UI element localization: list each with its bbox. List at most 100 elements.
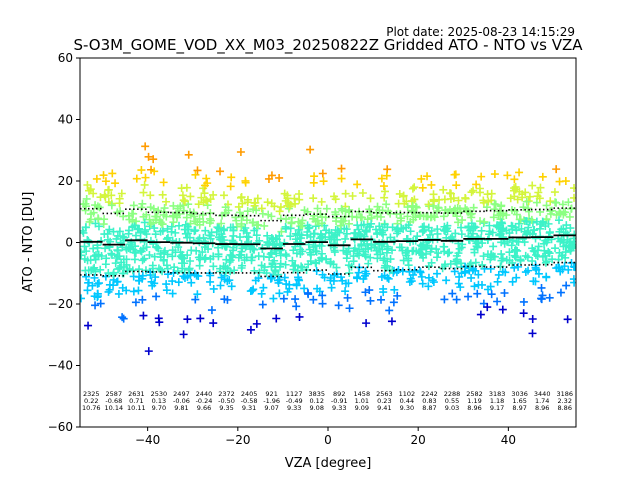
data-point	[366, 253, 375, 262]
data-point	[330, 248, 339, 257]
data-point	[474, 280, 483, 289]
data-point	[513, 246, 522, 255]
data-point	[216, 267, 225, 276]
data-point	[275, 207, 284, 216]
data-point	[410, 183, 419, 192]
data-point	[462, 206, 471, 215]
x-axis-label: VZA [degree]	[285, 456, 372, 471]
data-point	[466, 259, 475, 268]
data-point	[155, 318, 164, 327]
data-point	[280, 238, 289, 247]
data-point	[312, 247, 321, 256]
data-point	[197, 193, 206, 202]
data-point	[405, 278, 414, 287]
data-point	[142, 243, 151, 252]
data-point	[281, 260, 290, 269]
data-point	[242, 216, 251, 225]
data-point	[353, 249, 362, 258]
bin-mean-label: -0.06	[173, 397, 190, 405]
data-point	[101, 244, 110, 253]
data-point	[379, 182, 388, 191]
data-point	[485, 221, 494, 230]
data-point	[141, 173, 150, 182]
data-point	[195, 255, 204, 264]
data-point	[445, 189, 454, 198]
data-point	[508, 277, 517, 286]
data-point	[331, 210, 340, 219]
data-point	[474, 238, 483, 247]
data-point	[140, 180, 149, 189]
data-point	[557, 251, 566, 260]
data-point	[418, 279, 427, 288]
bin-std-label: 9.81	[174, 404, 188, 412]
data-point	[363, 215, 372, 224]
data-point	[193, 166, 202, 175]
data-point	[377, 272, 386, 281]
data-point	[467, 273, 476, 282]
data-point	[204, 245, 213, 254]
data-point	[206, 271, 215, 280]
data-point	[528, 256, 537, 265]
data-point	[139, 311, 148, 320]
data-point	[135, 224, 144, 233]
data-point	[358, 188, 367, 197]
data-point	[412, 203, 421, 212]
data-point	[226, 182, 235, 191]
data-point	[294, 225, 303, 234]
data-point	[267, 171, 276, 180]
data-point	[404, 221, 413, 230]
data-point	[469, 186, 478, 195]
bin-mean-label: 1.19	[467, 397, 481, 405]
data-point	[100, 215, 109, 224]
data-point	[455, 272, 464, 281]
data-point	[138, 295, 147, 304]
data-point	[317, 219, 326, 228]
data-point	[558, 200, 567, 209]
data-point	[410, 195, 419, 204]
data-point	[298, 263, 307, 272]
data-point	[556, 209, 565, 218]
data-point	[236, 148, 245, 157]
data-point	[570, 184, 576, 193]
data-point	[500, 288, 509, 297]
data-point	[540, 246, 549, 255]
data-point	[556, 288, 565, 297]
data-point	[216, 281, 225, 290]
bin-std-label: 9.08	[309, 404, 323, 412]
data-point	[488, 228, 497, 237]
data-point	[138, 256, 147, 265]
data-point	[158, 226, 167, 235]
data-point	[285, 202, 294, 211]
data-point	[235, 208, 244, 217]
data-point	[258, 300, 267, 309]
data-point	[103, 235, 112, 244]
data-point	[515, 168, 524, 177]
data-point	[219, 262, 228, 271]
data-point	[176, 202, 185, 211]
bin-mean-label: -0.49	[286, 397, 303, 405]
data-point	[366, 296, 375, 305]
bin-std-label: 9.17	[490, 404, 504, 412]
data-point	[174, 278, 183, 287]
data-point	[158, 190, 167, 199]
data-point	[373, 250, 382, 259]
data-point	[511, 245, 520, 254]
data-point	[141, 266, 150, 275]
data-point	[375, 206, 384, 215]
data-point	[454, 249, 463, 258]
data-point	[83, 286, 92, 295]
data-point	[417, 272, 426, 281]
data-point	[198, 248, 207, 257]
data-point	[312, 266, 321, 275]
data-point	[332, 263, 341, 272]
data-point	[500, 239, 509, 248]
data-point	[524, 223, 533, 232]
data-point	[489, 242, 498, 251]
data-point	[84, 278, 93, 287]
data-point	[138, 199, 147, 208]
bin-statistics-lines	[80, 207, 576, 278]
data-point	[250, 245, 259, 254]
data-point	[359, 274, 368, 283]
data-point	[528, 314, 537, 323]
data-point	[426, 213, 435, 222]
